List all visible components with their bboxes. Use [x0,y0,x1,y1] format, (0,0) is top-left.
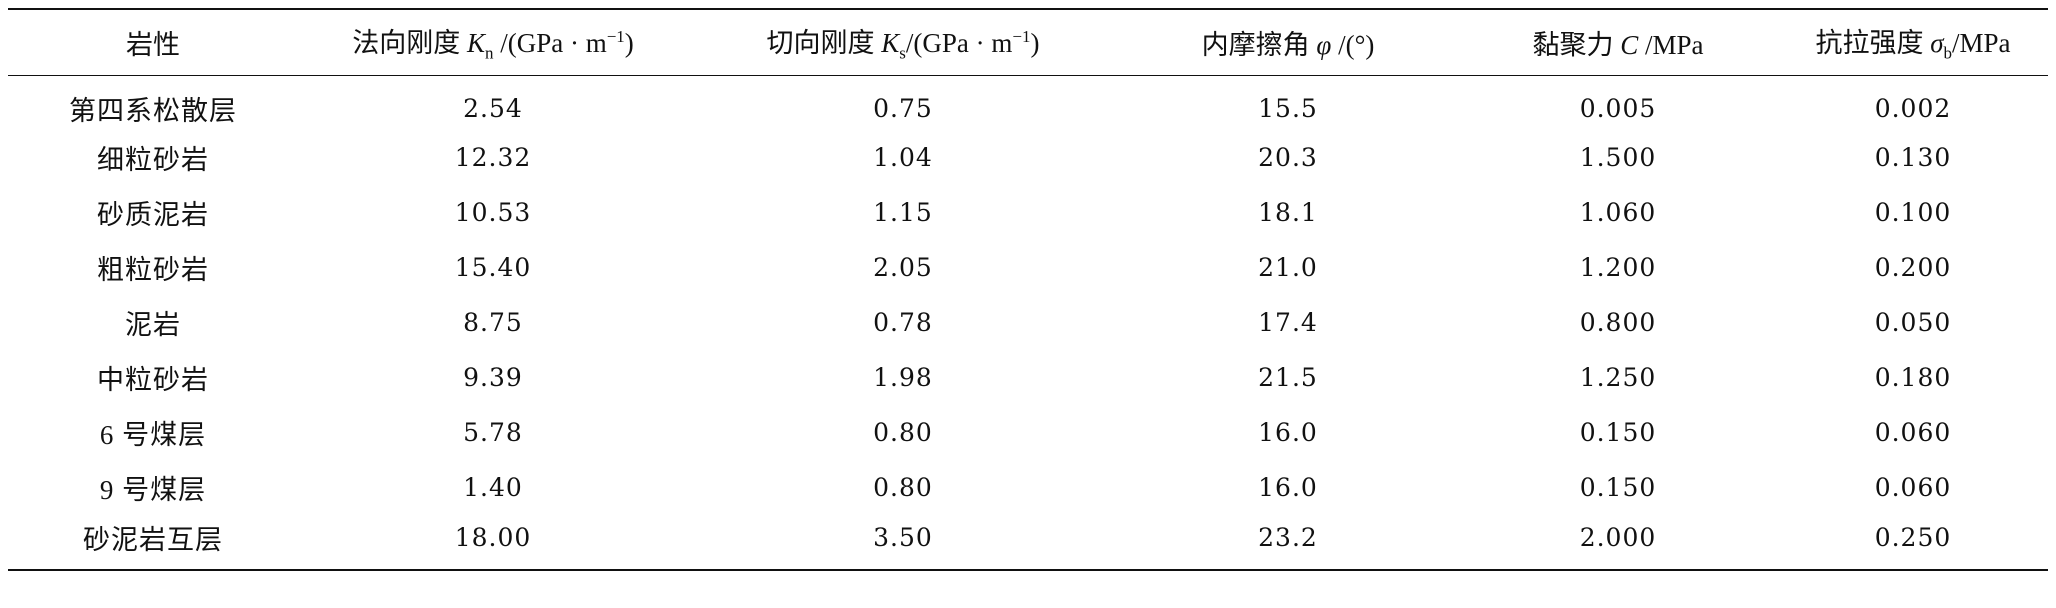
value-cell: 20.3 [1258,143,1318,172]
header-cell: 黏聚力 C /MPa [1458,9,1778,75]
header-subscript: s [899,43,906,63]
value-cell: 0.75 [873,93,933,123]
table-row: 第四系松散层 2.54 0.75 15.5 0.005 0.002 [8,75,2048,130]
rock-type-cell: 9 号煤层 [99,475,207,505]
header-cell: 法向刚度 Kn /(GPa · m−1) [298,9,688,75]
value-cell: 15.40 [454,253,532,282]
value-cell: 9.39 [463,363,523,392]
value-cell: 0.005 [1579,93,1657,123]
table-row: 中粒砂岩 9.39 1.98 21.5 1.250 0.180 [8,350,2048,405]
value-cell: 1.40 [463,473,523,502]
value-cell: 0.050 [1874,308,1952,337]
header-label: 内摩擦角 [1201,29,1317,60]
value-cell: 2.54 [463,93,523,123]
header-unit-close: ) [1030,28,1040,59]
rock-type-cell: 粗粒砂岩 [97,255,209,285]
value-cell: 1.500 [1579,143,1657,172]
header-unit: /(GPa · m [905,28,1013,59]
table-row: 细粒砂岩 12.32 1.04 20.3 1.500 0.130 [8,130,2048,185]
value-cell: 16.0 [1258,473,1318,502]
value-cell: 0.200 [1874,253,1952,282]
header-cell: 内摩擦角 φ /(°) [1118,9,1458,75]
header-unit: /MPa [1638,29,1704,60]
header-label: 法向刚度 [352,28,467,59]
value-cell: 0.130 [1874,143,1952,172]
header-symbol: K [466,28,485,59]
table-row: 6 号煤层 5.78 0.80 16.0 0.150 0.060 [8,405,2048,460]
value-cell: 10.53 [454,198,532,227]
value-cell: 1.04 [873,143,933,172]
rock-type-cell: 细粒砂岩 [97,145,209,175]
value-cell: 21.5 [1258,363,1318,392]
table-row: 泥岩 8.75 0.78 17.4 0.800 0.050 [8,295,2048,350]
value-cell: 18.1 [1258,198,1318,227]
header-cell: 切向刚度 Ks/(GPa · m−1) [688,9,1118,75]
header-unit: /(GPa · m [493,28,607,59]
header-row: 岩性 法向刚度 Kn /(GPa · m−1) 切向刚度 Ks/(GPa · m−1… [8,9,2048,75]
data-table: 岩性 法向刚度 Kn /(GPa · m−1) 切向刚度 Ks/(GPa · m−1… [8,8,2048,571]
value-cell: 0.002 [1874,93,1952,123]
value-cell: 0.100 [1874,198,1952,227]
header-cell: 抗拉强度 σb/MPa [1778,9,2048,75]
value-cell: 1.250 [1579,363,1657,392]
header-symbol: σ [1930,28,1944,59]
value-cell: 16.0 [1258,418,1318,447]
value-cell: 3.50 [873,523,933,552]
value-cell: 23.2 [1258,523,1318,552]
value-cell: 1.060 [1579,198,1657,227]
header-symbol: C [1620,29,1639,60]
table-row: 粗粒砂岩 15.40 2.05 21.0 1.200 0.200 [8,240,2048,295]
header-superscript: −1 [606,27,625,47]
header-symbol: K [881,28,900,59]
header-subscript: b [1943,43,1953,63]
value-cell: 0.150 [1579,418,1657,447]
value-cell: 0.180 [1874,363,1952,392]
value-cell: 21.0 [1258,253,1318,282]
value-cell: 8.75 [463,308,523,337]
header-unit-close: ) [624,28,634,59]
value-cell: 1.200 [1579,253,1657,282]
header-unit: /MPa [1952,28,2011,59]
value-cell: 1.15 [873,198,933,227]
header-unit: /(°) [1331,29,1375,60]
rock-type-cell: 6 号煤层 [99,420,207,450]
value-cell: 2.000 [1579,523,1657,552]
value-cell: 0.80 [873,418,933,447]
rock-type-cell: 泥岩 [125,310,181,340]
header-label: 抗拉强度 [1815,28,1931,59]
table-row: 砂质泥岩 10.53 1.15 18.1 1.060 0.100 [8,185,2048,240]
table-row: 砂泥岩互层 18.00 3.50 23.2 2.000 0.250 [8,515,2048,570]
table-header: 岩性 法向刚度 Kn /(GPa · m−1) 切向刚度 Ks/(GPa · m−1… [8,9,2048,75]
value-cell: 17.4 [1258,308,1318,337]
value-cell: 1.98 [873,363,933,392]
table-body: 第四系松散层 2.54 0.75 15.5 0.005 0.002 细粒砂岩 12.32 1.0… [8,75,2048,570]
rock-type-cell: 砂泥岩互层 [83,525,223,555]
value-cell: 5.78 [463,418,523,447]
header-cell: 岩性 [8,9,298,75]
table-row: 9 号煤层 1.40 0.80 16.0 0.150 0.060 [8,460,2048,515]
header-label: 岩性 [126,29,180,60]
value-cell: 0.80 [873,473,933,502]
value-cell: 2.05 [873,253,933,282]
value-cell: 12.32 [454,143,532,172]
header-superscript: −1 [1012,27,1031,47]
value-cell: 18.00 [454,523,532,552]
value-cell: 0.250 [1874,523,1952,552]
rock-type-cell: 第四系松散层 [69,95,237,126]
value-cell: 0.060 [1874,418,1952,447]
header-label: 切向刚度 [766,28,882,59]
header-symbol: φ [1316,29,1332,60]
value-cell: 0.150 [1579,473,1657,502]
header-subscript: n [484,43,494,63]
value-cell: 0.800 [1579,308,1657,337]
value-cell: 15.5 [1258,93,1318,123]
rock-type-cell: 中粒砂岩 [97,365,209,395]
value-cell: 0.78 [873,308,933,337]
header-label: 黏聚力 [1532,29,1621,60]
value-cell: 0.060 [1874,473,1952,502]
rock-type-cell: 砂质泥岩 [97,200,209,230]
